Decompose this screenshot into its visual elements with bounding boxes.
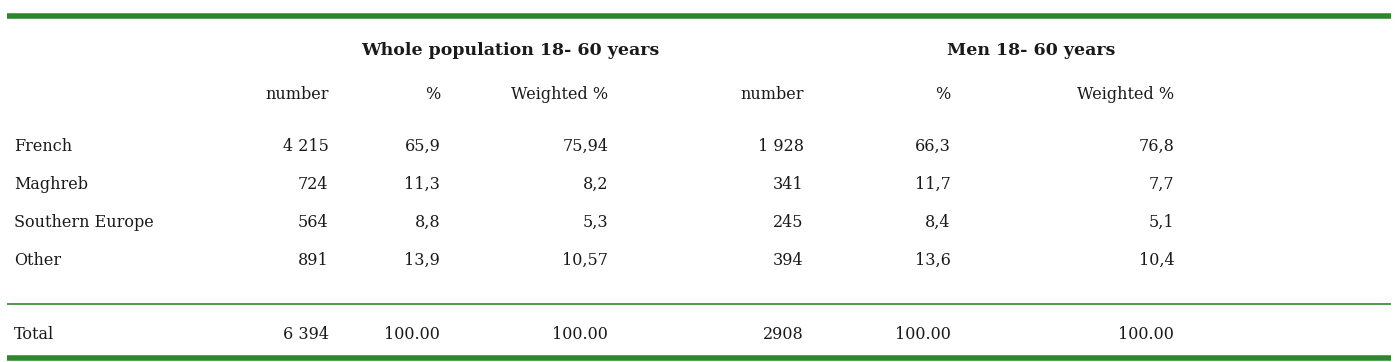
Text: 8,2: 8,2 xyxy=(583,176,608,193)
Text: 7,7: 7,7 xyxy=(1149,176,1174,193)
Text: Total: Total xyxy=(14,327,55,343)
Text: Southern Europe: Southern Europe xyxy=(14,214,154,231)
Text: 724: 724 xyxy=(298,176,329,193)
Text: 75,94: 75,94 xyxy=(562,138,608,155)
Text: 5,3: 5,3 xyxy=(583,214,608,231)
Text: 100.00: 100.00 xyxy=(384,327,440,343)
Text: 341: 341 xyxy=(773,176,804,193)
Text: 8,4: 8,4 xyxy=(925,214,951,231)
Text: French: French xyxy=(14,138,73,155)
Text: 5,1: 5,1 xyxy=(1149,214,1174,231)
Text: 8,8: 8,8 xyxy=(415,214,440,231)
Text: 1 928: 1 928 xyxy=(758,138,804,155)
Text: Whole population 18- 60 years: Whole population 18- 60 years xyxy=(361,42,660,59)
Text: 10,57: 10,57 xyxy=(562,252,608,269)
Text: 4 215: 4 215 xyxy=(282,138,329,155)
Text: 100.00: 100.00 xyxy=(1118,327,1174,343)
Text: 11,7: 11,7 xyxy=(914,176,951,193)
Text: 564: 564 xyxy=(298,214,329,231)
Text: 66,3: 66,3 xyxy=(914,138,951,155)
Text: 891: 891 xyxy=(298,252,329,269)
Text: Other: Other xyxy=(14,252,62,269)
Text: number: number xyxy=(741,86,804,102)
Text: 65,9: 65,9 xyxy=(404,138,440,155)
Text: Maghreb: Maghreb xyxy=(14,176,88,193)
Text: Weighted %: Weighted % xyxy=(1078,86,1174,102)
Text: %: % xyxy=(935,86,951,102)
Text: 2908: 2908 xyxy=(763,327,804,343)
Text: 394: 394 xyxy=(773,252,804,269)
Text: 76,8: 76,8 xyxy=(1138,138,1174,155)
Text: 13,9: 13,9 xyxy=(404,252,440,269)
Text: 100.00: 100.00 xyxy=(895,327,951,343)
Text: Weighted %: Weighted % xyxy=(512,86,608,102)
Text: 245: 245 xyxy=(773,214,804,231)
Text: 100.00: 100.00 xyxy=(552,327,608,343)
Text: 6 394: 6 394 xyxy=(282,327,329,343)
Text: Men 18- 60 years: Men 18- 60 years xyxy=(946,42,1116,59)
Text: 11,3: 11,3 xyxy=(404,176,440,193)
Text: number: number xyxy=(266,86,329,102)
Text: 13,6: 13,6 xyxy=(914,252,951,269)
Text: %: % xyxy=(425,86,440,102)
Text: 10,4: 10,4 xyxy=(1139,252,1174,269)
